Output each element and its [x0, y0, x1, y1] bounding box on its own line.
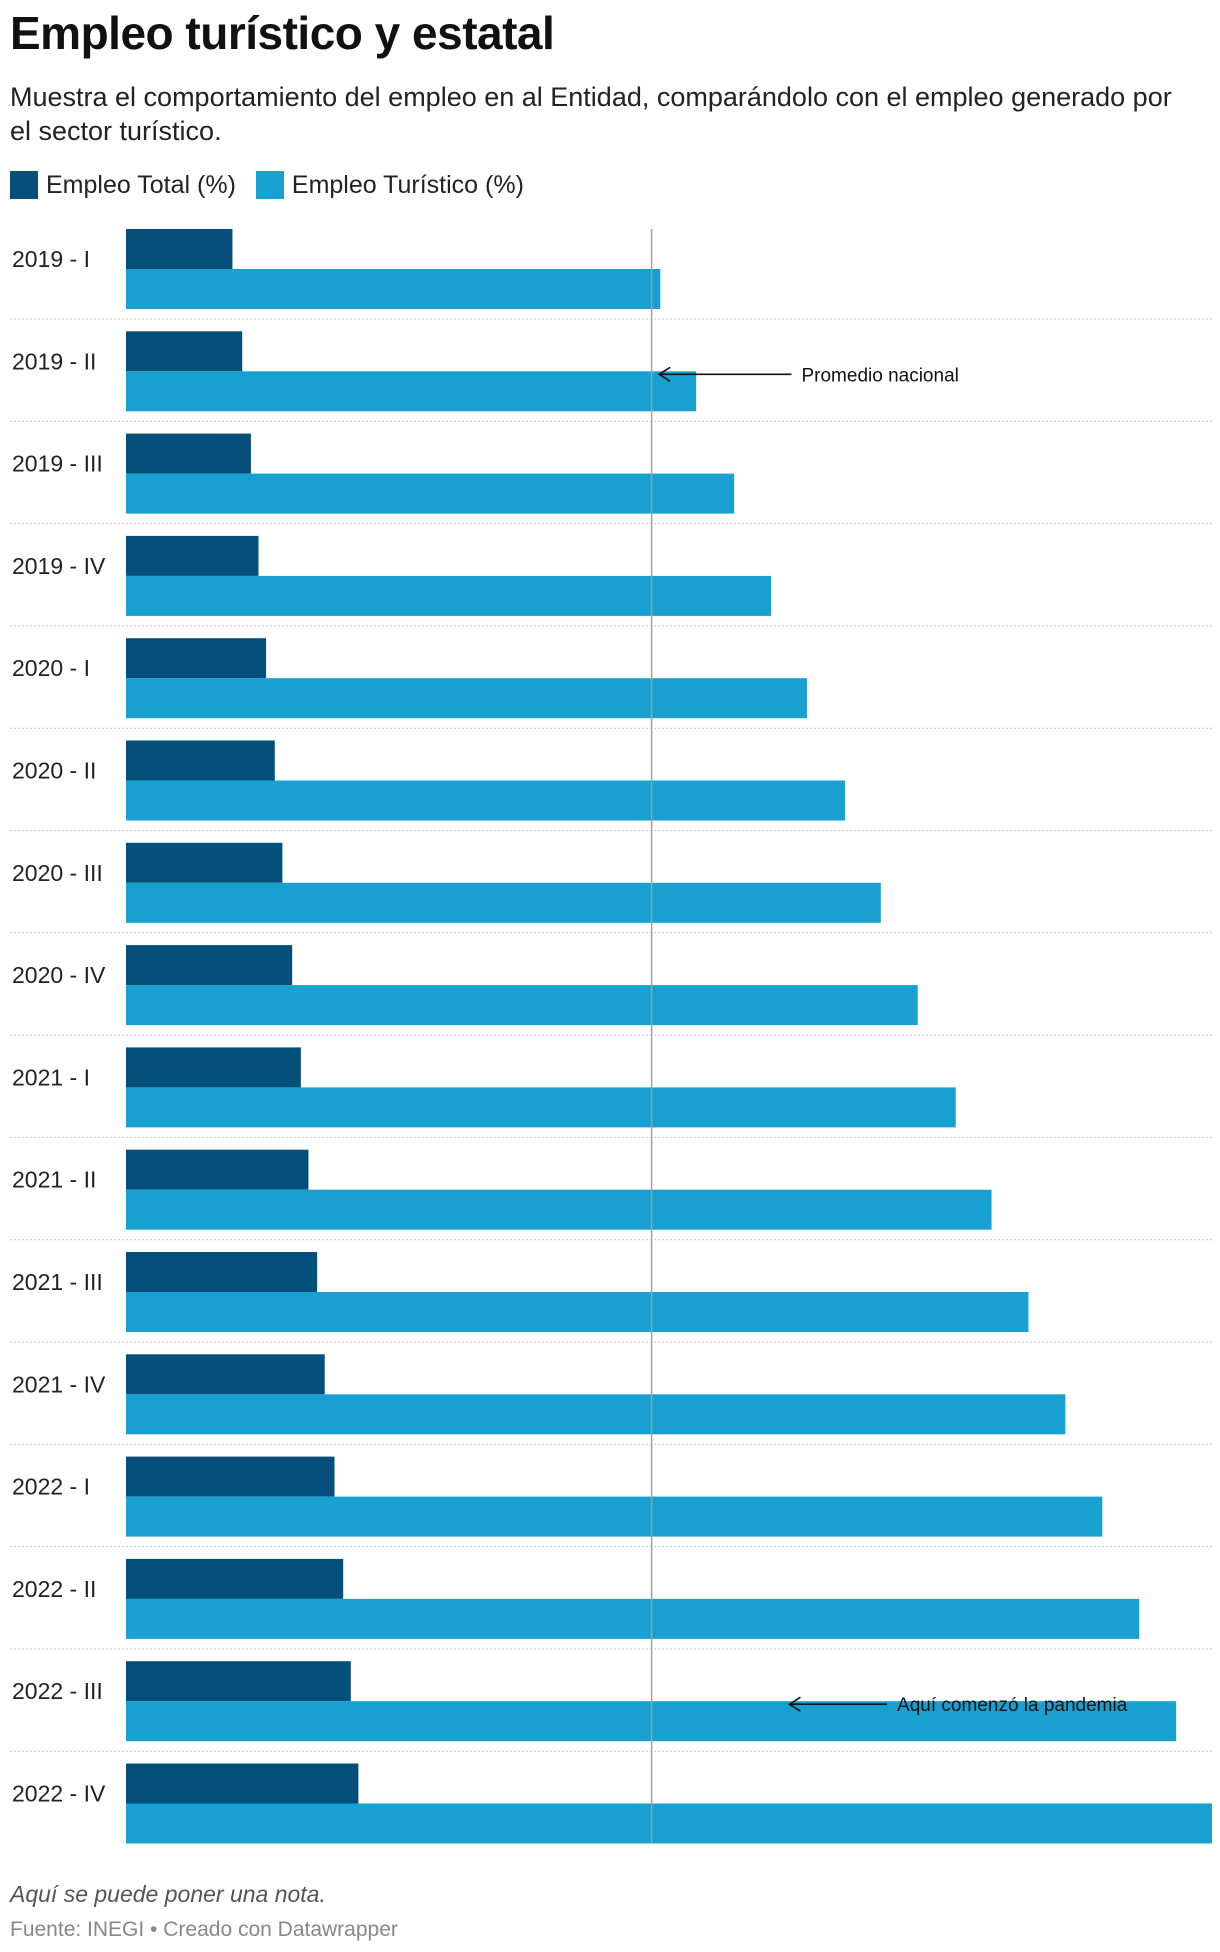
bar-empleo-total	[126, 1456, 335, 1497]
legend: Empleo Total (%) Empleo Turístico (%)	[10, 170, 544, 200]
category-label: 2019 - I	[12, 246, 90, 272]
bar-empleo-turistico	[126, 1598, 1140, 1639]
category-label: 2021 - IV	[12, 1371, 106, 1397]
bar-empleo-total	[126, 1763, 359, 1804]
bar-empleo-turistico	[126, 575, 772, 616]
category-label: 2020 - II	[12, 758, 96, 784]
category-label: 2019 - IV	[12, 553, 106, 579]
chart-subtitle: Muestra el comportamiento del empleo en …	[10, 82, 1172, 146]
bar-empleo-total	[126, 535, 259, 576]
bar-empleo-total	[126, 1354, 325, 1395]
bar-empleo-total	[126, 1558, 344, 1599]
bar-empleo-turistico	[126, 1087, 956, 1128]
legend-item-turistico: Empleo Turístico (%)	[255, 170, 524, 200]
category-label: 2019 - III	[12, 451, 103, 477]
category-label: 2021 - I	[12, 1064, 90, 1090]
bar-empleo-turistico	[126, 1189, 992, 1230]
bar-empleo-total	[126, 1252, 318, 1292]
bar-empleo-turistico	[126, 882, 881, 923]
bar-empleo-total	[126, 740, 275, 781]
category-label: 2022 - I	[12, 1474, 90, 1500]
annotation-label: Promedio nacional	[801, 365, 958, 386]
legend-label-total: Empleo Total (%)	[46, 170, 236, 199]
legend-label-turistico: Empleo Turístico (%)	[291, 170, 524, 199]
category-label: 2020 - III	[12, 860, 103, 886]
bar-empleo-total	[126, 842, 283, 883]
category-label: 2022 - IV	[12, 1781, 106, 1807]
bar-empleo-total	[126, 945, 293, 986]
legend-item-total: Empleo Total (%)	[10, 171, 236, 200]
chart-title: Empleo turístico y estatal	[10, 7, 555, 59]
bar-empleo-turistico	[126, 269, 661, 309]
category-label: 2021 - II	[12, 1167, 96, 1193]
bar-empleo-turistico	[126, 780, 845, 821]
category-label: 2022 - III	[12, 1678, 103, 1704]
bar-empleo-turistico	[126, 1292, 1029, 1332]
annotation-label: Aquí comenzó la pandemia	[897, 1695, 1128, 1716]
bar-empleo-total	[126, 1047, 301, 1088]
bar-empleo-total	[126, 1661, 351, 1702]
bar-empleo-turistico	[126, 1803, 1212, 1844]
bar-empleo-turistico	[126, 985, 918, 1026]
annotation-arrowhead	[657, 366, 671, 382]
category-label: 2019 - II	[12, 348, 96, 374]
bar-empleo-total	[126, 331, 243, 372]
category-label: 2020 - IV	[12, 962, 106, 988]
bar-empleo-turistico	[126, 678, 807, 719]
bar-empleo-total	[126, 433, 251, 474]
bar-empleo-total	[126, 1149, 309, 1190]
bar-empleo-turistico	[126, 1496, 1103, 1537]
bar-empleo-turistico	[126, 1394, 1066, 1435]
annotation-arrowhead	[787, 1696, 801, 1712]
chart-source: Fuente: INEGI • Creado con Datawrapper	[10, 1918, 398, 1941]
category-label: 2022 - II	[12, 1576, 96, 1602]
bar-empleo-turistico	[126, 371, 697, 412]
category-label: 2020 - I	[12, 655, 90, 681]
chart-note: Aquí se puede poner una nota.	[10, 1881, 326, 1907]
bar-chart: 2019 - I 2019 - II 2019 - III 2019 - IV 2020…	[10, 229, 1212, 1844]
legend-swatch-total	[10, 171, 38, 199]
bar-empleo-total	[126, 229, 233, 269]
bar-empleo-turistico	[126, 473, 735, 514]
bar-empleo-total	[126, 638, 267, 679]
category-label: 2021 - III	[12, 1269, 103, 1295]
legend-swatch-turistico	[255, 171, 284, 199]
